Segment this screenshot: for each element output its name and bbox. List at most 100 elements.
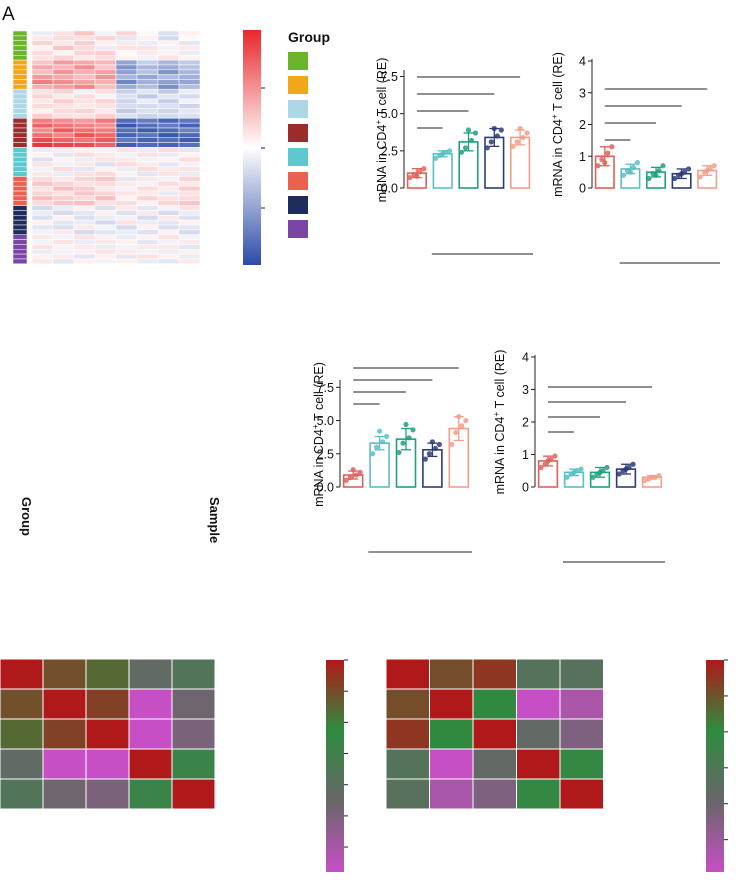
heatmap-cell [52,152,75,158]
heatmap-cell [52,93,75,100]
corr-cell [516,718,561,750]
heatmap-cell [52,147,75,153]
heatmap-cell [136,229,159,235]
heatmap-cell [178,219,201,226]
data-point [653,172,659,178]
heatmap-cell [178,79,201,85]
data-point [605,150,611,156]
heatmap-cell [73,229,96,235]
data-point [630,461,636,467]
heatmap-cell [94,79,117,85]
heatmap-cell [31,45,54,51]
data-point [465,127,472,133]
heatmap-cell [73,93,96,100]
heatmap-cell [115,55,138,61]
heatmap-cell [52,239,75,245]
heatmap-cell [73,195,96,201]
heatmap-cell [157,181,180,187]
heatmap-cell [52,215,75,221]
corr-cell [0,718,44,750]
y-tick-label: 0.0 [317,481,334,495]
heatmap-cell [115,190,138,197]
group-strip-cell [12,205,28,211]
heatmap-cell [178,30,201,37]
heatmap-cell [157,142,180,148]
heatmap-cell [52,258,75,265]
heatmap-cell [115,205,138,211]
y-axis-label-rest: T cell (RE) [312,362,326,424]
group-strip-cell [12,176,28,182]
data-point [623,466,629,472]
data-point [649,474,655,480]
heatmap-cell [31,176,54,182]
heatmap-cell [157,253,180,260]
group-strip-cell [12,55,28,61]
heatmap-cell [136,258,159,265]
group-strip-cell [12,98,28,105]
data-point [350,467,356,473]
panel-g-correlation-heatmap [385,658,728,872]
heatmap-cell [178,74,201,80]
heatmap-cell [157,171,180,177]
data-point [400,440,406,446]
heatmap-cell [94,215,117,221]
corr-cell [516,688,561,720]
heatmap-cell [31,118,54,124]
heatmap-cell [115,147,138,153]
y-axis-label-main: mRNA in CD4 [375,125,389,203]
heatmap-cell [31,171,54,177]
heatmap-cell [136,45,159,51]
group-strip-cell [12,234,28,240]
group-strip-cell [12,224,28,231]
heatmap-cell [115,93,138,100]
data-point [422,456,428,462]
group-strip-cell [12,142,28,148]
heatmap-cell [157,55,180,61]
y-tick-label: 2 [579,118,586,132]
heatmap-cell [94,93,117,100]
heatmap-cell [52,55,75,61]
group-strip-cell [12,249,28,255]
heatmap-cell [73,79,96,85]
heatmap-cell [31,239,54,245]
heatmap-cell [178,244,201,250]
heatmap-cell [157,176,180,182]
heatmap-cell [94,258,117,265]
heatmap-cell [115,210,138,216]
heatmap-cell [94,152,117,158]
heatmap-cell [136,93,159,100]
data-point [453,429,459,436]
group-strip-cell [12,229,28,235]
group-annotation-strip [12,30,28,265]
heatmap-cell [136,224,159,231]
heatmap-cell [31,64,54,71]
data-point [590,474,596,480]
heatmap-cell [157,190,180,197]
heatmap-cell [31,185,54,192]
heatmap-cell [178,161,201,168]
heatmap-cell [136,88,159,95]
heatmap-cell [31,40,54,46]
heatmap-cell [178,200,201,206]
heatmap-cell [94,234,117,240]
heatmap-cell [73,127,96,134]
heatmap-cell [73,40,96,46]
corr-cell [42,778,87,810]
y-tick-label: 2.5 [317,447,334,461]
corr-cell [128,658,173,690]
group-legend [288,52,308,238]
group-strip-cell [12,239,28,245]
heatmap-cell [136,64,159,71]
heatmap-cell [178,234,201,240]
y-tick-label: 5.0 [381,107,398,121]
heatmap-cell [115,244,138,250]
heatmap-cell [115,234,138,240]
heatmap-cell [136,79,159,85]
group-strip-cell [12,181,28,187]
heatmap-cell [178,152,201,158]
heatmap-cell [136,113,159,119]
heatmap-cell [157,64,180,71]
heatmap-cell [157,113,180,119]
group-strip-cell [12,50,28,56]
group-strip-cell [12,200,28,206]
